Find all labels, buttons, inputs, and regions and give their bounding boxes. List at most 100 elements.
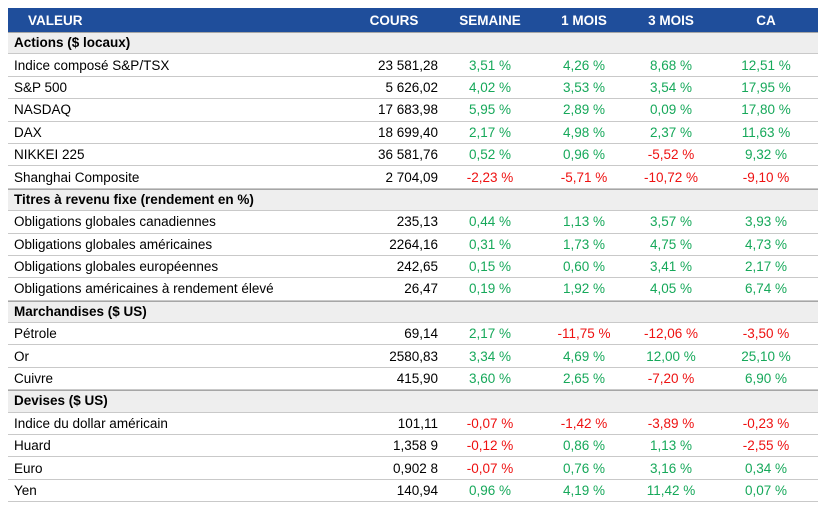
section-header-row: Titres à revenu fixe (rendement en %) <box>8 188 818 212</box>
table-row: Indice composé S&P/TSX 23 581,28 3,51 % 4,2… <box>8 54 818 77</box>
pct-value: -5,71 % <box>560 169 608 185</box>
pct-value: 3,34 % <box>468 348 512 364</box>
instrument-label: Obligations américaines à rendement élev… <box>14 281 274 297</box>
pct-value: 5,95 % <box>468 102 512 118</box>
pct-value: 0,76 % <box>562 460 606 476</box>
pct-value: 3,53 % <box>562 79 606 95</box>
table-row: Obligations globales canadiennes 235,13 0,… <box>8 211 818 234</box>
column-header-cours: COURS <box>369 12 419 28</box>
column-header-semaine: SEMAINE <box>459 12 521 28</box>
pct-value: -1,42 % <box>560 415 608 431</box>
pct-value: -12,06 % <box>643 326 699 342</box>
table-header-row: VALEUR COURS SEMAINE 1 MOIS 3 MOIS CA <box>8 8 818 32</box>
instrument-label: Pétrole <box>14 326 57 342</box>
pct-value: 2,17 % <box>468 124 512 140</box>
cours-value: 101,11 <box>397 415 438 431</box>
cours-value: 2264,16 <box>389 236 438 252</box>
instrument-label: S&P 500 <box>14 79 68 95</box>
pct-value: 2,17 % <box>468 326 512 342</box>
instrument-label: Yen <box>14 483 37 498</box>
pct-value: 0,09 % <box>649 102 693 118</box>
pct-value: 4,02 % <box>468 79 512 95</box>
pct-value: 3,93 % <box>744 214 788 230</box>
pct-value: 3,57 % <box>649 214 693 230</box>
table-row: Obligations globales européennes 242,65 0,… <box>8 255 818 279</box>
pct-value: -11,75 % <box>557 326 611 342</box>
pct-value: 12,51 % <box>741 57 791 73</box>
pct-value: 6,90 % <box>744 371 788 387</box>
cours-value: 26,47 <box>404 281 438 297</box>
instrument-label: Or <box>14 348 29 364</box>
pct-value: 1,92 % <box>562 281 606 297</box>
pct-value: 3,60 % <box>468 371 512 387</box>
pct-value: -0,07 % <box>466 415 514 431</box>
cours-value: 5 626,02 <box>385 79 438 95</box>
pct-value: 2,65 % <box>562 371 606 387</box>
pct-value: -2,23 % <box>466 169 514 185</box>
pct-value: 4,26 % <box>562 57 606 73</box>
table-row: S&P 500 5 626,02 4,02 % 3,53 % 3,54 % 17,95 % <box>8 76 818 100</box>
pct-value: 6,74 % <box>744 281 788 297</box>
instrument-label: DAX <box>14 124 42 140</box>
pct-value: 2,17 % <box>744 259 788 275</box>
instrument-label: Indice composé S&P/TSX <box>14 57 170 73</box>
cours-value: 242,65 <box>396 259 438 275</box>
cours-value: 36 581,76 <box>377 147 438 163</box>
section-title: Actions ($ locaux) <box>14 35 131 51</box>
table-row: Pétrole 69,14 2,17 % -11,75 % -12,06 % -3,50 … <box>8 323 818 346</box>
table-row: NIKKEI 225 36 581,76 0,52 % 0,96 % -5,52 % 9,… <box>8 143 818 167</box>
pct-value: 0,31 % <box>468 236 512 252</box>
cours-value: 0,902 8 <box>392 460 438 476</box>
pct-value: -9,10 % <box>742 169 790 185</box>
cours-value: 23 581,28 <box>377 57 438 73</box>
section-title: Devises ($ US) <box>14 393 108 409</box>
table-row: DAX 18 699,40 2,17 % 4,98 % 2,37 % 11,63 % <box>8 121 818 144</box>
pct-value: 4,19 % <box>562 483 606 498</box>
section-header-row: Devises ($ US) <box>8 390 818 413</box>
column-header-valeur: VALEUR <box>28 12 83 28</box>
section-title: Marchandises ($ US) <box>14 303 147 319</box>
pct-value: 1,13 % <box>649 438 693 454</box>
instrument-label: NASDAQ <box>14 102 72 118</box>
table-row: Euro 0,902 8 -0,07 % 0,76 % 3,16 % 0,34 % <box>8 457 818 480</box>
pct-value: 9,32 % <box>744 147 788 163</box>
section-title: Titres à revenu fixe (rendement en %) <box>14 191 254 207</box>
table-row: Huard 1,358 9 -0,12 % 0,86 % 1,13 % -2,55 % <box>8 435 818 458</box>
section-header-row: Marchandises ($ US) <box>8 300 818 324</box>
pct-value: -0,12 % <box>466 438 514 454</box>
pct-value: 11,63 % <box>741 124 791 140</box>
pct-value: -3,89 % <box>647 415 695 431</box>
pct-value: 4,98 % <box>562 124 606 140</box>
table-row: NASDAQ 17 683,98 5,95 % 2,89 % 0,09 % 17,80 % <box>8 99 818 122</box>
pct-value: 1,13 % <box>562 214 606 230</box>
pct-value: -7,20 % <box>647 371 695 387</box>
instrument-label: Indice du dollar américain <box>14 415 168 431</box>
cours-value: 2580,83 <box>389 348 438 364</box>
pct-value: 0,07 % <box>744 483 788 498</box>
cours-value: 2 704,09 <box>385 169 438 185</box>
cours-value: 1,358 9 <box>392 438 438 454</box>
instrument-label: Huard <box>14 438 51 454</box>
pct-value: 11,42 % <box>646 483 696 498</box>
pct-value: -3,50 % <box>742 326 790 342</box>
pct-value: 0,44 % <box>468 214 512 230</box>
pct-value: -0,07 % <box>466 460 514 476</box>
pct-value: 4,69 % <box>562 348 606 364</box>
pct-value: 4,05 % <box>649 281 693 297</box>
pct-value: 4,73 % <box>744 236 788 252</box>
table-body: Actions ($ locaux) Indice composé S&P/TSX… <box>8 32 818 503</box>
table-row: Obligations américaines à rendement élev… <box>8 278 818 301</box>
pct-value: 3,54 % <box>649 79 693 95</box>
pct-value: -2,55 % <box>742 438 790 454</box>
pct-value: 3,16 % <box>649 460 693 476</box>
section-header-row: Actions ($ locaux) <box>8 32 818 55</box>
instrument-label: Obligations globales canadiennes <box>14 214 216 230</box>
pct-value: 3,41 % <box>649 259 693 275</box>
pct-value: 3,51 % <box>468 57 512 73</box>
pct-value: -0,23 % <box>742 415 790 431</box>
pct-value: -10,72 % <box>643 169 699 185</box>
column-header-ca: CA <box>756 12 776 28</box>
table-row: Shanghai Composite 2 704,09 -2,23 % -5,71 %… <box>8 166 818 189</box>
cours-value: 18 699,40 <box>377 124 438 140</box>
pct-value: 17,95 % <box>741 79 791 95</box>
